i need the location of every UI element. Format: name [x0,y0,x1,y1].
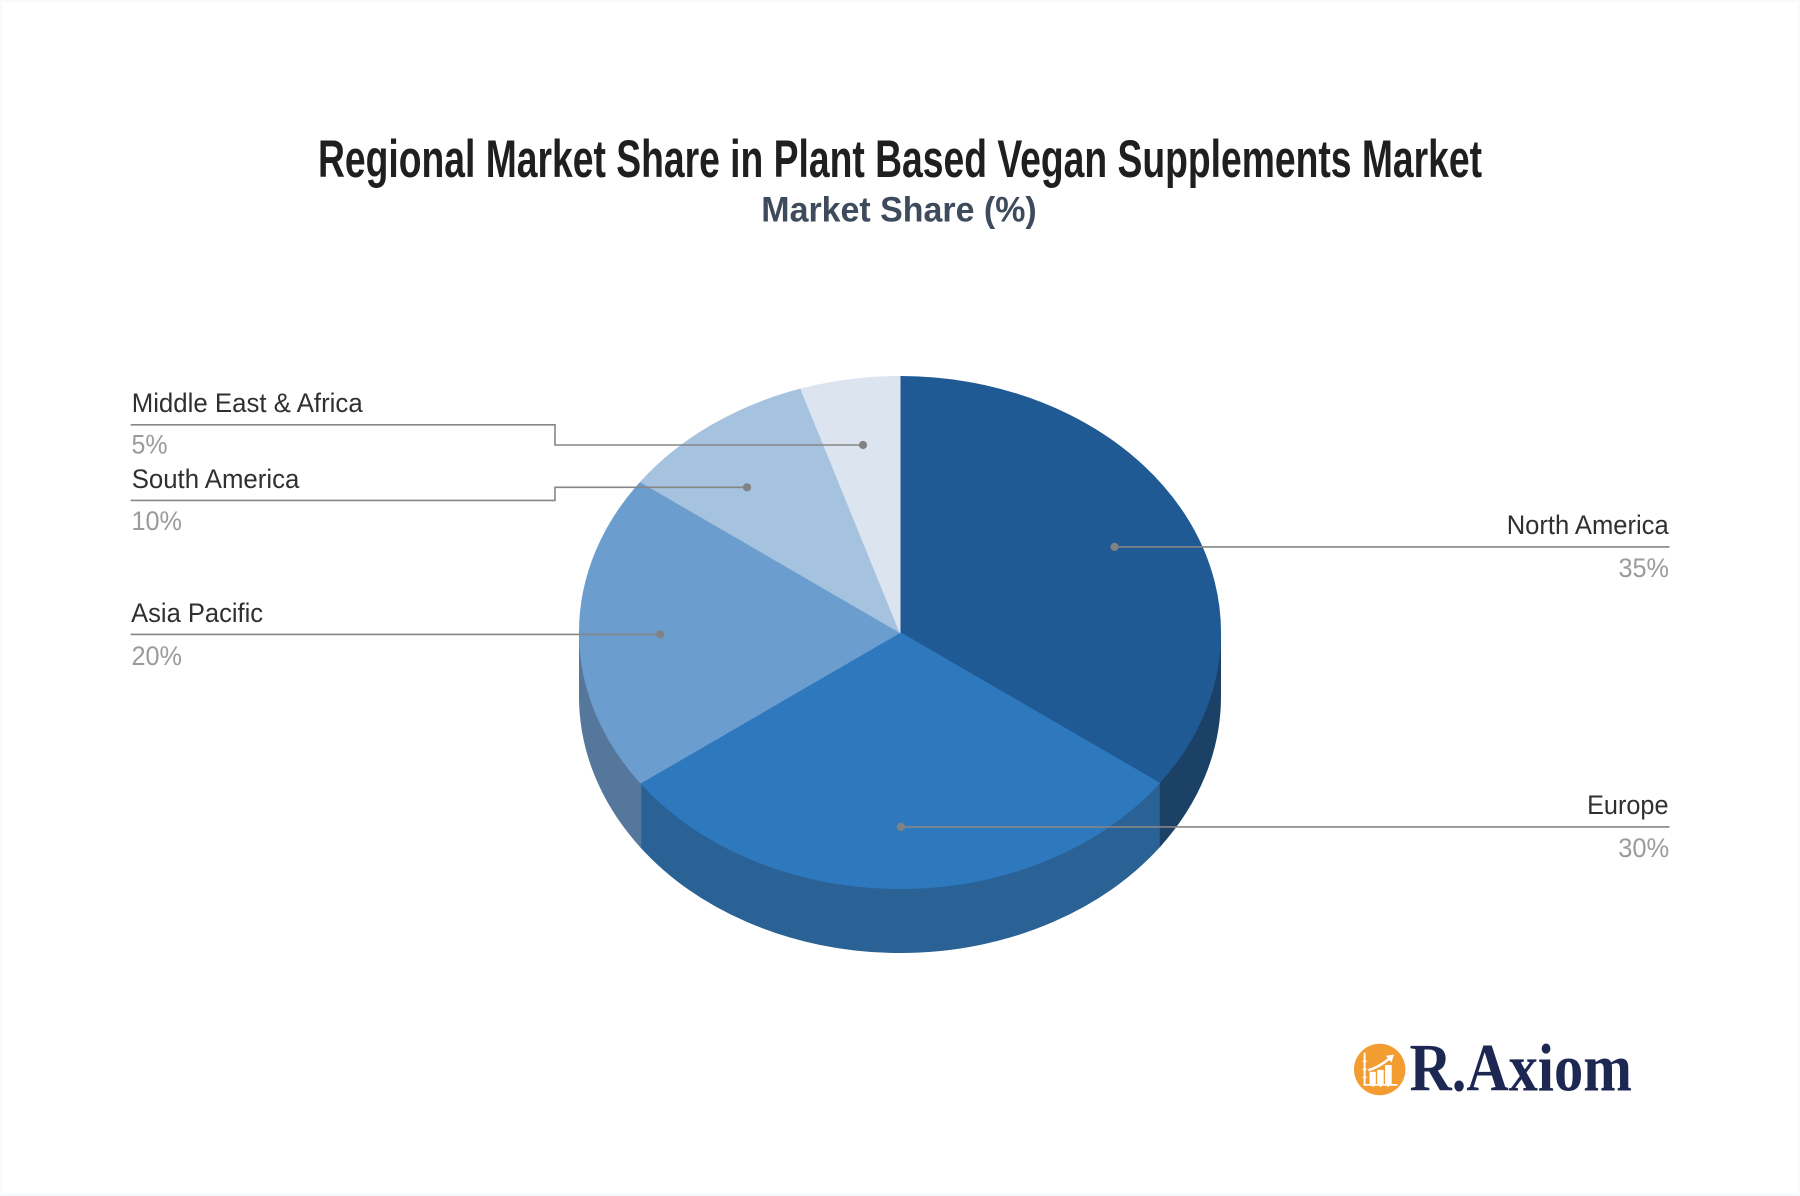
svg-text:20%: 20% [132,641,183,671]
svg-text:35%: 35% [1619,553,1670,583]
svg-text:30%: 30% [1618,833,1669,863]
svg-text:Regional Market Share in Plant: Regional Market Share in Plant Based Veg… [318,130,1482,189]
svg-text:Asia Pacific: Asia Pacific [131,598,263,628]
svg-text:Middle East & Africa: Middle East & Africa [132,388,364,418]
svg-text:Europe: Europe [1587,790,1668,820]
svg-text:Market Share (%): Market Share (%) [761,191,1036,230]
svg-text:North America: North America [1507,510,1670,540]
svg-text:South America: South America [132,464,301,494]
svg-text:10%: 10% [132,506,183,536]
svg-text:R.Axiom: R.Axiom [1410,1030,1632,1106]
svg-text:5%: 5% [132,429,168,459]
